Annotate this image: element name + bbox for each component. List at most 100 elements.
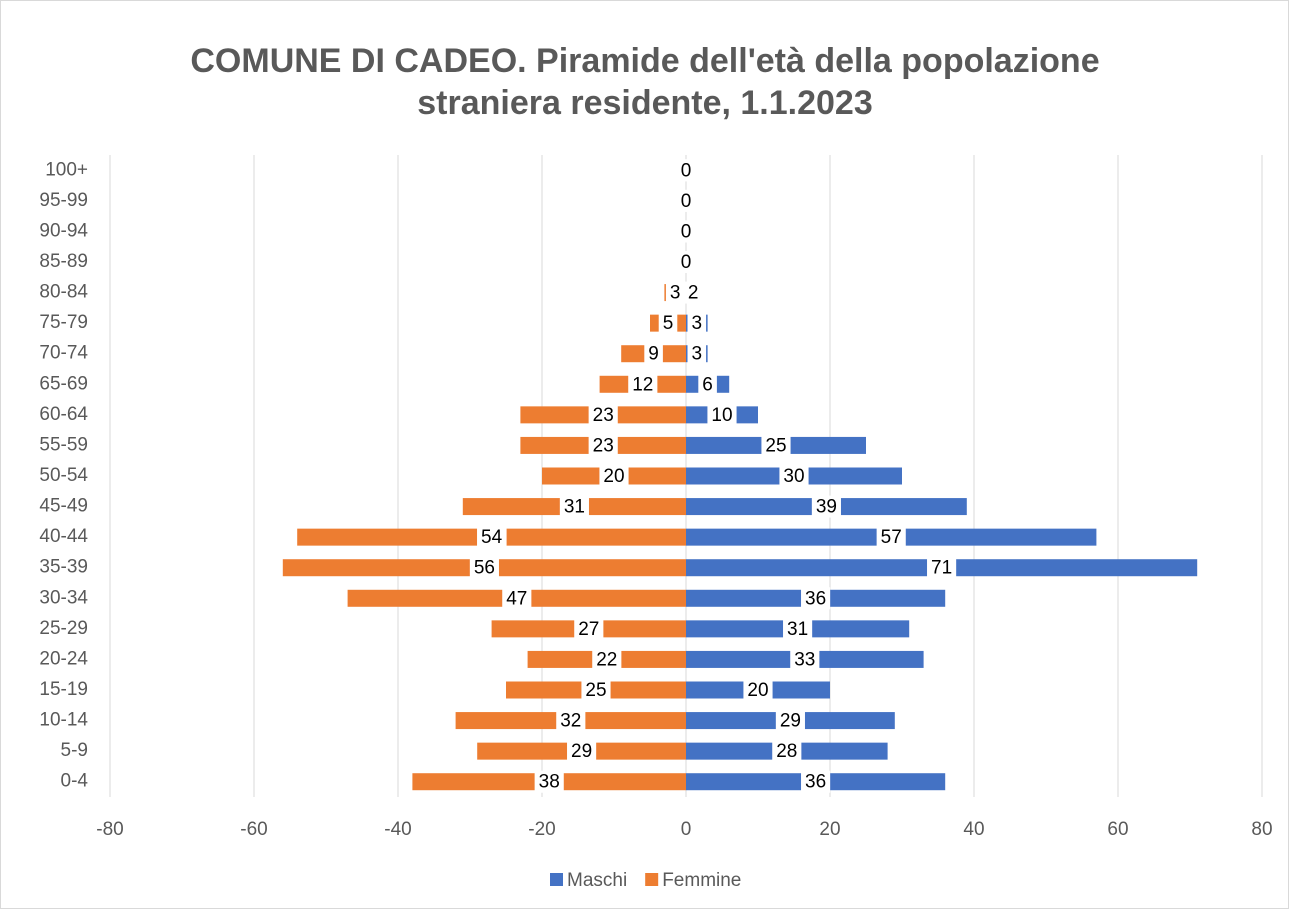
x-tick-label: -60 — [240, 819, 267, 840]
y-tick-label: 50-54 — [39, 465, 88, 486]
x-tick-label: 20 — [819, 819, 840, 840]
data-label: 31 — [787, 619, 808, 640]
data-label: 22 — [596, 649, 617, 670]
data-label-bg — [469, 556, 499, 579]
y-tick-label: 90-94 — [39, 220, 88, 241]
data-label-bg — [628, 373, 658, 396]
data-label-bg — [477, 526, 507, 549]
y-tick-label: 40-44 — [39, 526, 88, 547]
data-label-bg — [665, 281, 685, 304]
data-label: 29 — [571, 741, 592, 762]
x-tick-label: 40 — [963, 819, 984, 840]
x-tick-label: -80 — [96, 819, 123, 840]
x-tick-label: 80 — [1251, 819, 1272, 840]
data-label: 25 — [585, 680, 606, 701]
data-label: 0 — [681, 252, 692, 273]
data-label: 0 — [681, 160, 692, 181]
data-label-bg — [534, 770, 564, 793]
data-label-bg — [581, 679, 611, 701]
legend-label: Femmine — [662, 870, 741, 891]
legend-label: Maschi — [567, 870, 627, 891]
data-label: 20 — [747, 680, 768, 701]
y-tick-label: 10-14 — [39, 710, 88, 731]
data-label: 12 — [632, 374, 653, 395]
y-tick-label: 85-89 — [39, 251, 88, 272]
data-label-bg — [811, 495, 841, 518]
data-label: 32 — [560, 711, 581, 732]
data-label-bg — [592, 648, 622, 671]
chart-title: COMUNE DI CADEO. Piramide dell'età della… — [190, 42, 1100, 122]
data-label-bg — [676, 189, 696, 212]
data-label: 71 — [931, 558, 952, 579]
data-label: 29 — [780, 711, 801, 732]
data-label-bg — [783, 617, 813, 640]
y-tick-label: 45-49 — [39, 496, 88, 517]
data-label: 38 — [539, 772, 560, 793]
data-label-bg — [676, 251, 696, 273]
data-label-bg — [644, 342, 663, 365]
y-tick-label: 100+ — [45, 159, 88, 180]
data-label-bg — [772, 740, 802, 763]
data-label: 27 — [578, 619, 599, 640]
data-label: 56 — [474, 558, 495, 579]
data-label-bg — [574, 617, 604, 640]
data-label-bg — [927, 556, 957, 579]
data-label-bg — [559, 495, 589, 518]
data-label: 0 — [681, 221, 692, 242]
data-label: 31 — [564, 497, 585, 518]
y-tick-label: 65-69 — [39, 373, 88, 394]
data-label: 20 — [603, 466, 624, 487]
data-label: 54 — [481, 527, 503, 548]
data-label: 28 — [776, 741, 797, 762]
x-tick-label: 0 — [681, 819, 692, 840]
data-label: 30 — [783, 466, 804, 487]
y-tick-label: 70-74 — [39, 343, 88, 364]
y-tick-label: 30-34 — [39, 587, 88, 608]
data-label-bg — [658, 312, 678, 335]
data-label-bg — [567, 740, 597, 763]
data-label-bg — [743, 679, 773, 701]
data-label: 6 — [702, 374, 713, 395]
x-tick-label: 60 — [1107, 819, 1128, 840]
y-tick-label: 95-99 — [39, 190, 88, 211]
y-tick-label: 25-29 — [39, 618, 88, 639]
data-label-bg — [599, 465, 629, 487]
data-label: 36 — [805, 772, 826, 793]
legend-swatch — [645, 873, 659, 886]
data-label: 39 — [816, 497, 837, 518]
data-label-bg — [676, 220, 696, 243]
data-label: 23 — [593, 405, 614, 426]
y-tick-label: 5-9 — [61, 740, 88, 761]
data-label: 33 — [794, 649, 815, 670]
data-label: 57 — [881, 527, 902, 548]
x-tick-label: -20 — [528, 819, 555, 840]
data-label-bg — [676, 159, 696, 182]
data-label: 2 — [688, 283, 699, 304]
data-label: 36 — [805, 588, 826, 609]
data-label-bg — [790, 648, 820, 671]
y-tick-label: 35-39 — [39, 557, 88, 578]
data-label-bg — [801, 587, 831, 610]
data-label-bg — [502, 587, 532, 610]
data-label-bg — [707, 403, 737, 426]
data-label: 3 — [692, 313, 703, 334]
data-label: 3 — [692, 344, 703, 365]
data-label-bg — [801, 770, 831, 793]
data-label-bg — [588, 434, 618, 457]
data-label-bg — [698, 373, 717, 396]
data-label: 3 — [670, 283, 681, 304]
data-label: 25 — [765, 435, 786, 456]
legend-swatch — [550, 873, 563, 886]
data-label: 0 — [681, 191, 692, 212]
data-label-bg — [687, 312, 707, 335]
y-tick-label: 20-24 — [39, 648, 88, 669]
y-tick-label: 80-84 — [39, 282, 88, 303]
data-label: 47 — [506, 588, 527, 609]
data-label-bg — [876, 526, 906, 549]
y-tick-label: 55-59 — [39, 434, 88, 455]
data-label-bg — [761, 434, 791, 457]
y-tick-label: 15-19 — [39, 679, 88, 700]
